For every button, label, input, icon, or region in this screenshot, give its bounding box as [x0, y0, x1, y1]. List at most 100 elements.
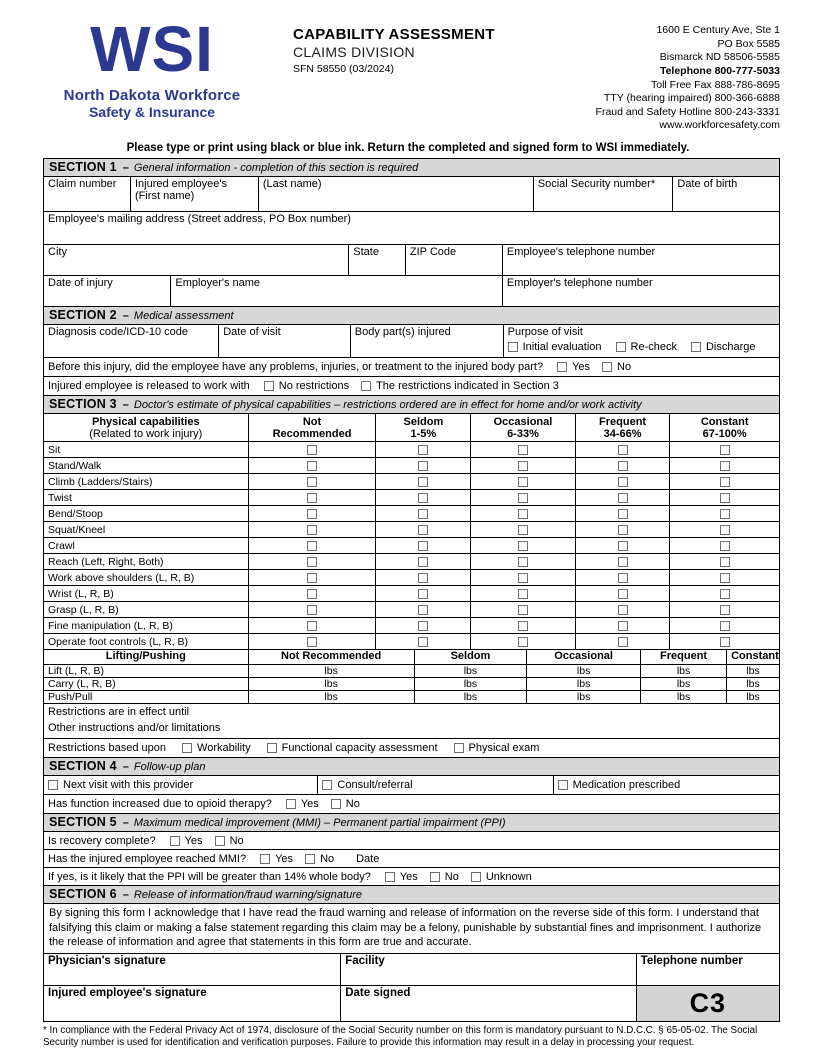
capability-checkbox[interactable] [617, 460, 628, 471]
telephone-number-field[interactable]: Telephone number [635, 953, 779, 985]
capability-checkbox[interactable] [719, 572, 730, 583]
capability-checkbox[interactable] [617, 444, 628, 455]
agency-website-link[interactable]: www.workforcesafety.com [659, 119, 780, 132]
capability-checkbox[interactable] [307, 476, 318, 487]
capability-checkbox[interactable] [307, 620, 318, 631]
capability-checkbox[interactable] [517, 524, 528, 535]
capability-checkbox[interactable] [307, 588, 318, 599]
capability-checkbox[interactable] [517, 508, 528, 519]
capability-checkbox[interactable] [307, 492, 318, 503]
capability-checkbox[interactable] [719, 604, 730, 615]
capability-checkbox[interactable] [517, 620, 528, 631]
workability-checkbox[interactable] [182, 743, 193, 754]
recovery-no-checkbox[interactable] [214, 835, 225, 846]
capability-checkbox[interactable] [418, 492, 429, 503]
capability-checkbox[interactable] [719, 524, 730, 535]
city-field[interactable]: City [44, 245, 348, 275]
capability-checkbox[interactable] [418, 540, 429, 551]
capability-checkbox[interactable] [418, 460, 429, 471]
capability-checkbox[interactable] [307, 524, 318, 535]
capability-checkbox[interactable] [418, 620, 429, 631]
capability-checkbox[interactable] [517, 588, 528, 599]
prior-problems-no-checkbox[interactable] [602, 362, 613, 373]
capability-checkbox[interactable] [307, 540, 318, 551]
facility-field[interactable]: Facility [340, 953, 635, 985]
lbs-field[interactable]: lbs [526, 678, 640, 691]
initial-evaluation-checkbox[interactable] [507, 342, 518, 353]
opioid-no-checkbox[interactable] [330, 799, 341, 810]
capability-checkbox[interactable] [719, 540, 730, 551]
capability-checkbox[interactable] [719, 492, 730, 503]
lbs-field[interactable]: lbs [726, 665, 779, 678]
lbs-field[interactable]: lbs [726, 691, 779, 704]
ppi-no-checkbox[interactable] [429, 871, 440, 882]
employer-phone-field[interactable]: Employer's telephone number [501, 276, 779, 307]
capability-checkbox[interactable] [719, 556, 730, 567]
consult-referral-checkbox[interactable] [322, 780, 333, 791]
capability-checkbox[interactable] [719, 444, 730, 455]
lbs-field[interactable]: lbs [413, 665, 526, 678]
lbs-field[interactable]: lbs [413, 678, 526, 691]
lbs-field[interactable]: lbs [247, 678, 414, 691]
prior-problems-yes-checkbox[interactable] [557, 362, 568, 373]
medication-prescribed-checkbox[interactable] [557, 780, 568, 791]
capability-checkbox[interactable] [719, 476, 730, 487]
capability-checkbox[interactable] [617, 524, 628, 535]
physician-signature-field[interactable]: Physician's signature [44, 954, 340, 985]
capability-checkbox[interactable] [307, 444, 318, 455]
capability-checkbox[interactable] [517, 540, 528, 551]
capability-checkbox[interactable] [617, 636, 628, 647]
mmi-no-checkbox[interactable] [305, 853, 316, 864]
capability-checkbox[interactable] [719, 620, 730, 631]
capability-checkbox[interactable] [517, 604, 528, 615]
capability-checkbox[interactable] [418, 508, 429, 519]
capability-checkbox[interactable] [307, 604, 318, 615]
state-field[interactable]: State [348, 245, 405, 276]
capability-checkbox[interactable] [617, 572, 628, 583]
lbs-field[interactable]: lbs [640, 691, 726, 704]
capability-checkbox[interactable] [517, 556, 528, 567]
capability-checkbox[interactable] [418, 476, 429, 487]
capability-checkbox[interactable] [719, 636, 730, 647]
capability-checkbox[interactable] [617, 556, 628, 567]
capability-checkbox[interactable] [418, 636, 429, 647]
capability-checkbox[interactable] [617, 492, 628, 503]
lbs-field[interactable]: lbs [640, 678, 726, 691]
physical-exam-checkbox[interactable] [453, 743, 464, 754]
ppi-yes-checkbox[interactable] [384, 871, 395, 882]
mailing-address-field[interactable]: Employee's mailing address (Street addre… [44, 212, 779, 244]
recheck-checkbox[interactable] [615, 342, 626, 353]
capability-checkbox[interactable] [418, 604, 429, 615]
date-of-visit-field[interactable]: Date of visit [218, 325, 350, 358]
next-visit-checkbox[interactable] [48, 780, 58, 791]
lbs-field[interactable]: lbs [640, 665, 726, 678]
capability-checkbox[interactable] [307, 636, 318, 647]
capability-checkbox[interactable] [517, 444, 528, 455]
discharge-checkbox[interactable] [690, 342, 701, 353]
mmi-yes-checkbox[interactable] [260, 853, 271, 864]
capability-checkbox[interactable] [617, 476, 628, 487]
opioid-yes-checkbox[interactable] [285, 799, 296, 810]
capability-checkbox[interactable] [517, 572, 528, 583]
employer-name-field[interactable]: Employer's name [170, 276, 501, 307]
capability-checkbox[interactable] [617, 508, 628, 519]
capability-checkbox[interactable] [517, 636, 528, 647]
zip-field[interactable]: ZIP Code [404, 245, 502, 276]
capability-checkbox[interactable] [617, 540, 628, 551]
date-signed-field[interactable]: Date signed [340, 985, 635, 1021]
first-name-field[interactable]: Injured employee's (First name) [129, 177, 258, 212]
capability-checkbox[interactable] [418, 444, 429, 455]
capability-checkbox[interactable] [517, 476, 528, 487]
date-of-injury-field[interactable]: Date of injury [44, 276, 170, 306]
lbs-field[interactable]: lbs [526, 691, 640, 704]
lbs-field[interactable]: lbs [726, 678, 779, 691]
lbs-field[interactable]: lbs [413, 691, 526, 704]
claim-number-field[interactable]: Claim number [44, 177, 130, 211]
recovery-yes-checkbox[interactable] [169, 835, 180, 846]
lbs-field[interactable]: lbs [247, 691, 414, 704]
no-restrictions-checkbox[interactable] [263, 381, 274, 392]
mmi-date-field[interactable]: Date [356, 852, 380, 865]
diagnosis-code-field[interactable]: Diagnosis code/ICD-10 code [44, 325, 218, 357]
capability-checkbox[interactable] [617, 604, 628, 615]
body-parts-field[interactable]: Body part(s) injured [349, 325, 503, 358]
